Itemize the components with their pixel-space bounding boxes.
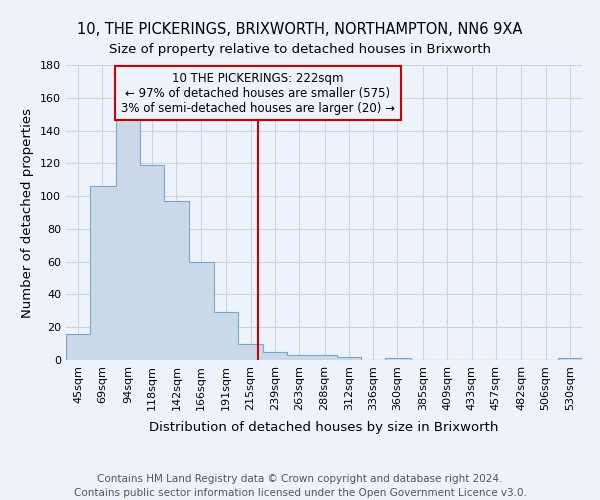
Y-axis label: Number of detached properties: Number of detached properties xyxy=(22,108,34,318)
Text: 10 THE PICKERINGS: 222sqm
← 97% of detached houses are smaller (575)
3% of semi-: 10 THE PICKERINGS: 222sqm ← 97% of detac… xyxy=(121,72,395,114)
Text: 10, THE PICKERINGS, BRIXWORTH, NORTHAMPTON, NN6 9XA: 10, THE PICKERINGS, BRIXWORTH, NORTHAMPT… xyxy=(77,22,523,38)
Text: Size of property relative to detached houses in Brixworth: Size of property relative to detached ho… xyxy=(109,42,491,56)
Text: Contains HM Land Registry data © Crown copyright and database right 2024.
Contai: Contains HM Land Registry data © Crown c… xyxy=(74,474,526,498)
X-axis label: Distribution of detached houses by size in Brixworth: Distribution of detached houses by size … xyxy=(149,421,499,434)
